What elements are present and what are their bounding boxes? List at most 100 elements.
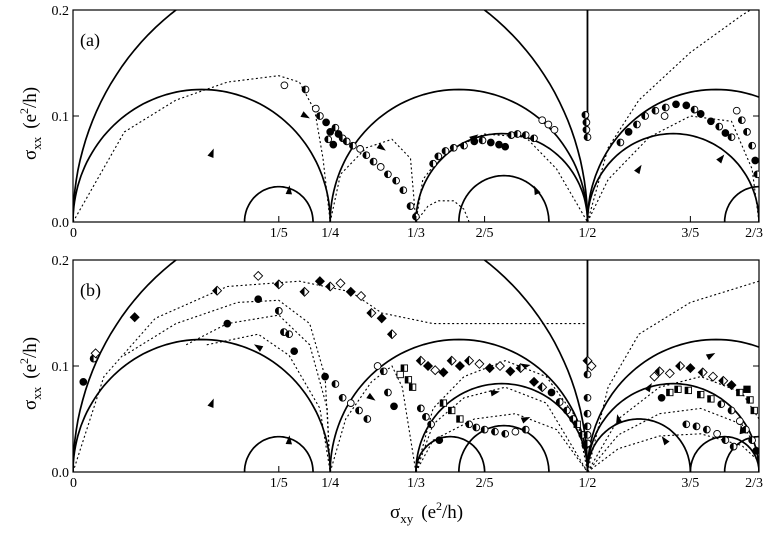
marker-outline <box>325 281 336 292</box>
marker-outline <box>746 396 754 404</box>
marker-outline <box>324 135 333 144</box>
data-point <box>486 138 495 147</box>
marker-half-fill <box>355 407 359 414</box>
marker-half-fill <box>748 142 753 150</box>
data-point <box>651 106 660 115</box>
marker-outline <box>641 112 649 120</box>
x-tick-label: 2/5 <box>476 226 494 241</box>
marker-half-fill <box>728 407 732 414</box>
marker-outline <box>732 106 741 115</box>
data-point <box>338 393 347 402</box>
marker-half-fill <box>275 307 279 315</box>
marker-half-fill <box>479 137 483 144</box>
marker-half-fill <box>674 386 678 393</box>
marker-outline <box>696 110 705 118</box>
flow-curve <box>415 133 588 222</box>
data-point <box>583 431 592 439</box>
data-point <box>544 120 553 129</box>
x-tick-label: 2/3 <box>745 476 763 491</box>
marker-half-fill <box>442 147 446 155</box>
marker-outline <box>335 278 346 289</box>
marker-outline <box>752 446 759 455</box>
marker-outline <box>660 112 669 120</box>
marker-outline <box>434 152 443 161</box>
marker-half-fill <box>666 389 670 396</box>
marker-half-fill <box>578 431 583 439</box>
marker-half-fill <box>584 440 588 447</box>
data-point <box>515 363 526 374</box>
marker-outline <box>429 159 437 168</box>
data-point <box>345 286 356 297</box>
data-point <box>404 376 413 384</box>
marker-half-fill <box>569 415 574 423</box>
flow-curve <box>587 115 759 222</box>
data-point <box>331 380 340 388</box>
marker-half-fill <box>703 426 707 433</box>
marker-outline <box>682 420 691 429</box>
data-point <box>583 409 592 418</box>
marker-outline <box>555 398 564 406</box>
flow-arrowhead <box>300 111 310 119</box>
marker-half-fill <box>530 134 534 142</box>
flow-arrowhead <box>285 435 293 445</box>
data-point <box>346 399 355 407</box>
marker-half-fill <box>302 86 306 93</box>
marker-outline <box>538 116 547 125</box>
marker-outline <box>384 388 392 397</box>
marker-outline <box>547 388 556 397</box>
marker-half-fill <box>300 287 305 297</box>
data-point <box>511 427 520 436</box>
flow-arrowhead <box>207 148 214 158</box>
marker-outline <box>460 141 468 150</box>
data-point <box>362 151 371 160</box>
data-point <box>586 360 597 372</box>
semicircle-arc <box>723 185 759 222</box>
marker-outline <box>743 385 751 393</box>
marker-half-fill <box>583 126 587 134</box>
marker-outline <box>472 423 481 432</box>
data-point <box>427 420 435 429</box>
data-point <box>654 366 665 377</box>
marker-outline <box>682 101 691 110</box>
data-point <box>682 420 691 429</box>
marker-outline <box>366 307 377 319</box>
marker-outline <box>690 105 699 114</box>
marker-outline <box>345 286 356 297</box>
marker-half-fill <box>450 144 454 152</box>
svg-text:σxx(e2/h): σxx (e2/h) <box>17 337 44 410</box>
marker-outline <box>521 425 530 434</box>
marker-outline <box>430 365 441 376</box>
marker-half-fill <box>675 361 681 371</box>
marker-outline <box>321 372 329 381</box>
data-point <box>373 362 382 370</box>
data-point <box>441 147 450 155</box>
semicircle-arc <box>73 10 589 222</box>
marker-half-fill <box>491 428 495 436</box>
marker-outline <box>316 112 324 120</box>
marker-outline <box>422 360 434 372</box>
marker-outline <box>379 367 388 376</box>
marker-outline <box>692 422 701 431</box>
marker-outline <box>664 368 675 379</box>
x-tick-label: 3/5 <box>681 226 699 241</box>
data-point <box>583 393 592 402</box>
marker-outline <box>438 367 449 378</box>
marker-outline <box>285 330 293 339</box>
data-point <box>299 286 310 297</box>
marker-outline <box>583 431 592 439</box>
marker-outline <box>362 151 371 160</box>
y-axis-title: σxx (e2/h) <box>17 87 44 160</box>
data-point <box>550 125 559 134</box>
marker-half-fill <box>718 376 724 386</box>
marker-outline <box>726 380 737 391</box>
x-tick-label: 1/2 <box>579 476 597 491</box>
marker-half-fill <box>584 423 588 430</box>
data-point <box>513 130 522 138</box>
marker-outline <box>439 399 448 407</box>
marker-outline <box>697 367 708 378</box>
svg-text:σxx(e2/h): σxx (e2/h) <box>17 87 44 160</box>
ylabel-sub: xx <box>29 386 44 400</box>
data-point <box>280 81 289 90</box>
marker-half-fill <box>641 112 646 120</box>
